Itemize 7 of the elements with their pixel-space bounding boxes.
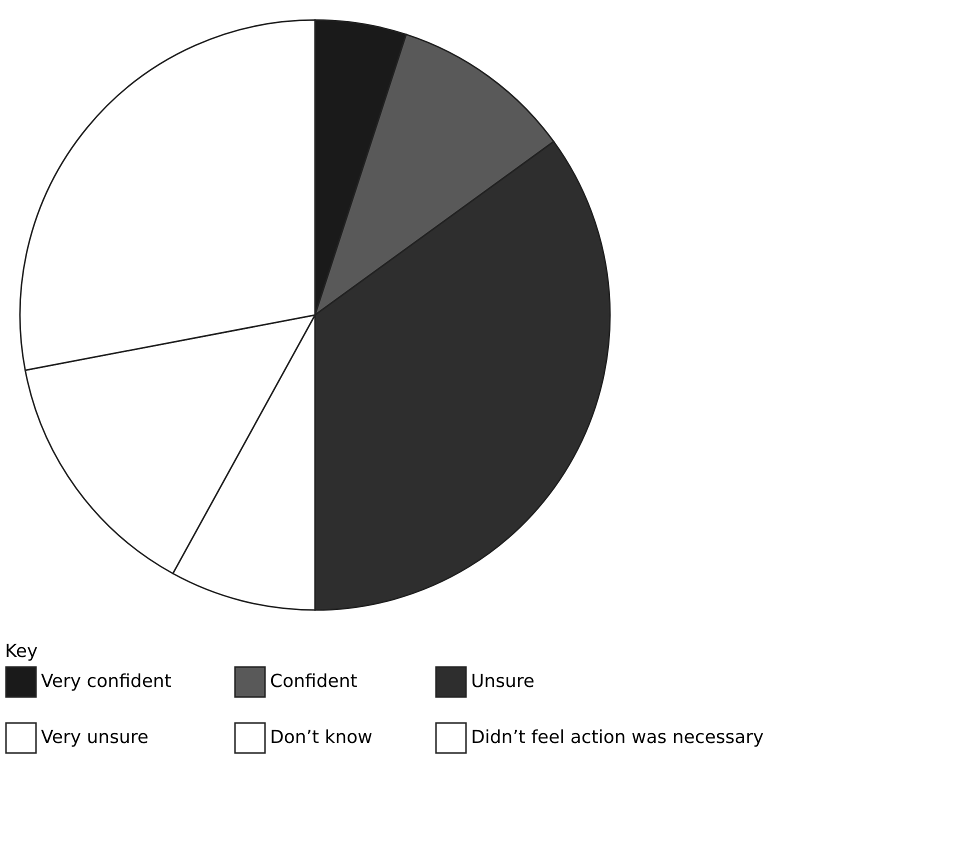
legend-label: Don’t know (270, 727, 372, 748)
legend-label: Confident (270, 671, 358, 692)
legend-label: Very unsure (41, 727, 148, 748)
legend-title: Key (5, 641, 38, 662)
legend-label: Didn’t feel action was necessary (471, 727, 764, 748)
legend-label: Unsure (471, 671, 534, 692)
legend-label: Very confident (41, 671, 172, 692)
